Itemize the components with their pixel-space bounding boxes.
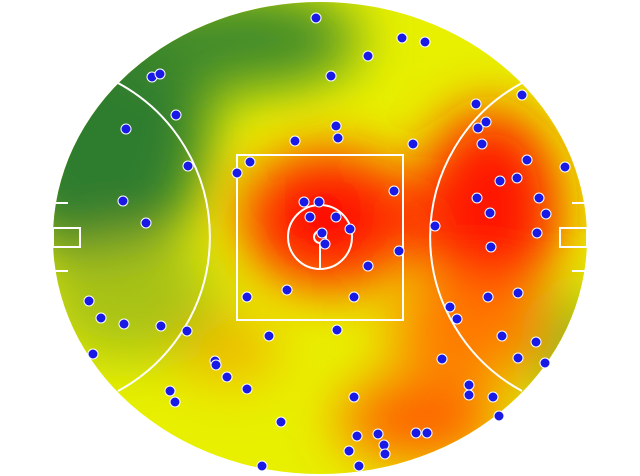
point	[362, 260, 374, 272]
point	[118, 318, 130, 330]
point	[362, 50, 374, 62]
point	[348, 391, 360, 403]
point	[344, 223, 356, 235]
point	[485, 241, 497, 253]
point	[330, 211, 342, 223]
point	[472, 122, 484, 134]
point	[316, 227, 328, 239]
point	[451, 313, 463, 325]
point	[372, 428, 384, 440]
point	[379, 448, 391, 460]
field-lines	[52, 82, 588, 392]
point	[210, 359, 222, 371]
point	[511, 172, 523, 184]
point	[480, 116, 492, 128]
point	[533, 192, 545, 204]
point	[393, 245, 405, 257]
point	[83, 295, 95, 307]
point	[169, 396, 181, 408]
point	[512, 352, 524, 364]
point	[493, 410, 505, 422]
point	[539, 357, 551, 369]
point	[332, 132, 344, 144]
point	[512, 287, 524, 299]
point	[351, 430, 363, 442]
point	[256, 460, 268, 472]
point	[164, 385, 176, 397]
point	[241, 291, 253, 303]
point	[343, 445, 355, 457]
point	[244, 156, 256, 168]
point	[319, 238, 331, 250]
point	[482, 291, 494, 303]
point	[516, 89, 528, 101]
point	[330, 120, 342, 132]
point	[181, 325, 193, 337]
point	[436, 353, 448, 365]
point	[155, 320, 167, 332]
point	[471, 192, 483, 204]
point	[325, 70, 337, 82]
point	[429, 220, 441, 232]
point	[304, 211, 316, 223]
point	[388, 185, 400, 197]
point	[496, 330, 508, 342]
point	[410, 427, 422, 439]
point	[421, 427, 433, 439]
point	[298, 196, 310, 208]
point	[95, 312, 107, 324]
point	[281, 284, 293, 296]
point	[531, 227, 543, 239]
point	[484, 207, 496, 219]
point	[494, 175, 506, 187]
point	[154, 68, 166, 80]
point	[120, 123, 132, 135]
point	[331, 324, 343, 336]
point	[241, 383, 253, 395]
point	[530, 336, 542, 348]
point	[396, 32, 408, 44]
point	[221, 371, 233, 383]
point	[87, 348, 99, 360]
point	[559, 161, 571, 173]
point	[182, 160, 194, 172]
point	[140, 217, 152, 229]
point	[310, 12, 322, 24]
point	[313, 196, 325, 208]
point	[378, 439, 390, 451]
point	[348, 291, 360, 303]
point	[407, 138, 419, 150]
point	[540, 208, 552, 220]
point	[263, 330, 275, 342]
point	[476, 138, 488, 150]
point	[231, 167, 243, 179]
point	[487, 391, 499, 403]
point	[463, 379, 475, 391]
point	[463, 389, 475, 401]
point	[275, 416, 287, 428]
point	[170, 109, 182, 121]
point	[521, 154, 533, 166]
point	[117, 195, 129, 207]
point	[470, 98, 482, 110]
point	[289, 135, 301, 147]
point	[419, 36, 431, 48]
point	[444, 301, 456, 313]
point	[353, 460, 365, 472]
